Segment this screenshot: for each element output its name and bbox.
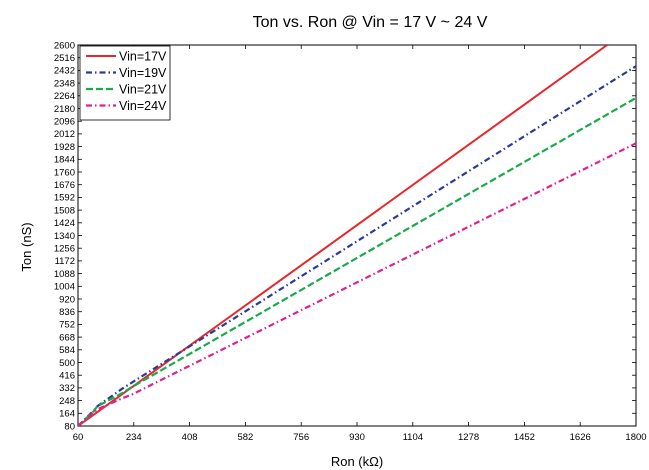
- y-tick-label: 752: [59, 320, 75, 331]
- y-tick-label: 1760: [54, 167, 75, 178]
- x-tick-label: 1452: [514, 432, 535, 443]
- y-tick-label: 1340: [54, 231, 75, 242]
- y-tick-label: 2348: [54, 78, 75, 89]
- series-line-vin-19v: [78, 65, 636, 426]
- y-tick-label: 80: [64, 421, 75, 432]
- y-tick-label: 836: [59, 307, 75, 318]
- legend-label: Vin=17V: [119, 50, 167, 64]
- x-tick-label: 930: [349, 432, 365, 443]
- y-tick-label: 584: [59, 345, 75, 356]
- x-axis-title: Ron (kΩ): [331, 454, 383, 469]
- x-tick-label: 1104: [403, 432, 423, 443]
- legend-label: Vin=21V: [119, 83, 167, 97]
- y-axis-title: Ton (nS): [19, 222, 34, 271]
- x-tick-label: 1626: [570, 432, 591, 443]
- x-tick-label: 1800: [625, 432, 646, 443]
- x-tick-label: 60: [73, 432, 84, 443]
- y-tick-label: 2012: [54, 129, 75, 140]
- y-tick-label: 1592: [54, 193, 75, 204]
- y-tick-label: 2600: [54, 40, 75, 51]
- plot-frame: [77, 44, 637, 427]
- y-tick-label: 2096: [54, 117, 75, 128]
- series-line-vin-17v: [78, 45, 608, 426]
- y-tick-label: 2516: [54, 53, 75, 64]
- y-tick-label: 500: [59, 358, 75, 369]
- x-tick-label: 1278: [458, 432, 479, 443]
- y-tick-label: 1844: [54, 155, 75, 166]
- legend-label: Vin=24V: [119, 99, 167, 113]
- y-tick-label: 1928: [54, 142, 75, 153]
- x-tick-label: 408: [182, 432, 198, 443]
- y-tick-label: 416: [59, 371, 75, 382]
- series-line-vin-24v: [78, 142, 636, 426]
- chart-title: Ton vs. Ron @ Vin = 17 V ~ 24 V: [253, 14, 488, 31]
- y-tick-label: 920: [59, 294, 75, 305]
- legend-label: Vin=19V: [119, 66, 167, 80]
- x-tick-label: 234: [126, 432, 142, 443]
- y-tick-label: 1256: [54, 244, 75, 255]
- y-tick-label: 1088: [54, 269, 75, 280]
- y-tick-label: 1424: [54, 218, 75, 229]
- y-tick-label: 1508: [54, 205, 75, 216]
- y-tick-label: 2180: [54, 104, 75, 115]
- y-tick-label: 248: [59, 396, 75, 407]
- x-tick-label: 582: [237, 432, 253, 443]
- y-tick-label: 668: [59, 332, 75, 343]
- y-tick-label: 1172: [55, 256, 75, 267]
- y-tick-label: 2264: [54, 91, 75, 102]
- y-tick-label: 164: [59, 409, 75, 420]
- y-tick-label: 1004: [54, 282, 75, 293]
- x-tick-label: 756: [293, 432, 309, 443]
- y-tick-label: 1676: [54, 180, 75, 191]
- series-line-vin-21v: [78, 96, 636, 426]
- y-tick-label: 2432: [54, 66, 75, 77]
- y-tick-label: 332: [59, 383, 75, 394]
- legend-box: [79, 45, 171, 121]
